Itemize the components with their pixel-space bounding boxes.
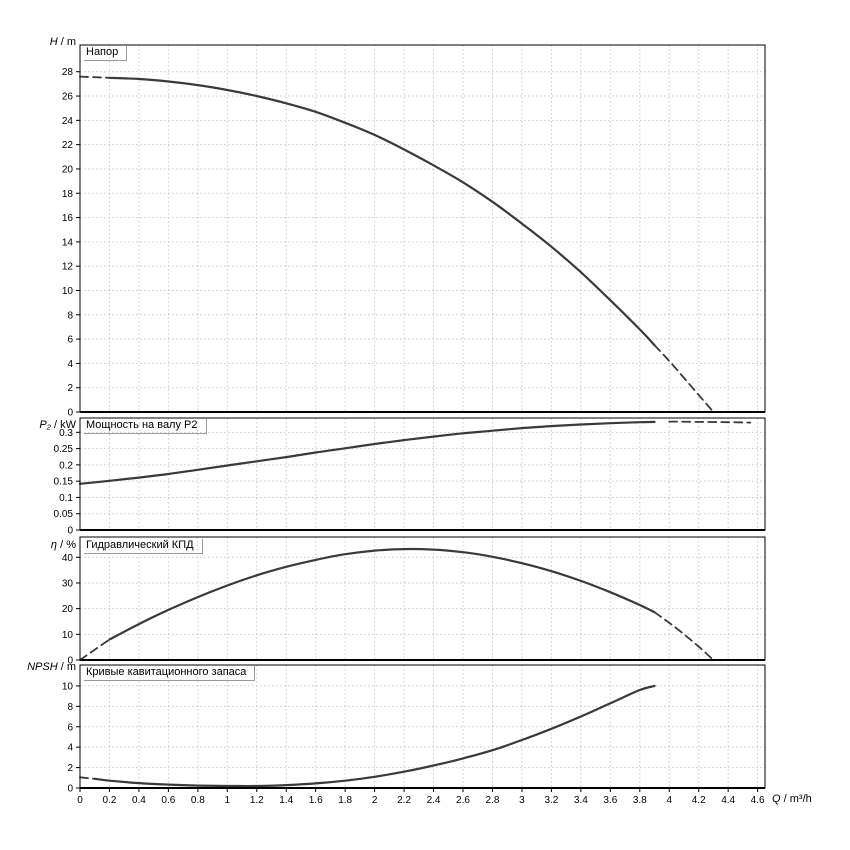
x-tick-label: 3.6	[603, 795, 617, 806]
y-tick-label: 8	[67, 310, 73, 321]
y-tick-label: 28	[62, 67, 74, 78]
x-tick-label: 2.4	[427, 795, 441, 806]
y-tick-label: 4	[67, 743, 73, 754]
panel-title-power: Мощность на валу P2	[84, 419, 207, 434]
y-tick-label: 20	[62, 164, 74, 175]
y-tick-label: 10	[62, 681, 74, 692]
y-axis-label-head: H / m	[0, 36, 76, 48]
head-curve-dashed-end	[653, 344, 715, 413]
x-tick-label: 0.4	[132, 795, 146, 806]
efficiency-curve	[108, 547, 656, 641]
x-axis-label: Q / m³/h	[772, 793, 812, 805]
x-tick-label: 2.8	[486, 795, 500, 806]
x-tick-label: 1	[225, 795, 231, 806]
y-tick-label: 2	[67, 763, 73, 774]
y-tick-label: 0.05	[54, 509, 74, 520]
y-tick-label: 0	[67, 656, 73, 667]
x-tick-label: 0.6	[161, 795, 175, 806]
x-tick-label: 1.8	[338, 795, 352, 806]
x-tick-label: 2.6	[456, 795, 470, 806]
y-tick-label: 18	[62, 189, 74, 200]
y-tick-label: 0	[67, 784, 73, 795]
panel-frame	[79, 664, 766, 789]
x-tick-label: 0.8	[191, 795, 205, 806]
head-curve	[108, 76, 656, 347]
panel-title-efficiency: Гидравлический КПД	[84, 539, 203, 554]
panel-frame	[79, 44, 766, 413]
x-tick-label: 3.8	[633, 795, 647, 806]
y-tick-label: 10	[62, 630, 74, 641]
x-tick-label: 2.2	[397, 795, 411, 806]
y-tick-label: 4	[67, 359, 73, 370]
efficiency-dashed-start	[79, 638, 111, 661]
panel-npsh: 0 2 4 6 8 10	[62, 664, 766, 795]
y-tick-label: 6	[67, 335, 73, 346]
power-axis-unit: / kW	[54, 419, 76, 431]
y-tick-label: 26	[62, 92, 74, 103]
panel-frame	[79, 536, 766, 661]
x-tick-label: 3.2	[544, 795, 558, 806]
panel-title-head: Напор	[84, 46, 128, 61]
panel-efficiency: 0 10 20 30 40	[62, 536, 766, 667]
x-tick-label: 4.2	[692, 795, 706, 806]
power-axis-symbol: P₂	[39, 419, 51, 431]
y-tick-label: 16	[62, 213, 74, 224]
y-tick-label: 8	[67, 702, 73, 713]
y-tick-label: 22	[62, 140, 74, 151]
x-tick-label: 0.2	[103, 795, 117, 806]
efficiency-axis-symbol: η	[50, 539, 58, 551]
y-axis-label-efficiency: η / %	[0, 539, 76, 551]
y-tick-label: 24	[62, 116, 74, 127]
npsh-axis-unit: / m	[60, 661, 76, 673]
flow-axis-symbol: Q	[772, 793, 781, 805]
x-tick-label: 3.4	[574, 795, 588, 806]
y-tick-label: 10	[62, 286, 74, 297]
efficiency-axis-unit: / %	[60, 539, 76, 551]
y-tick-label: 40	[62, 553, 74, 564]
y-axis-label-npsh: NPSH / m	[0, 661, 76, 673]
x-tick-label: 1.6	[309, 795, 323, 806]
y-tick-label: 0.15	[54, 477, 74, 488]
x-tick-label: 3	[519, 795, 525, 806]
x-tick-label: 0	[77, 795, 83, 806]
y-tick-label: 14	[62, 237, 74, 248]
y-tick-label: 20	[62, 604, 74, 615]
head-curve-dashed-start	[79, 75, 111, 79]
x-axis: 0 0.2 0.4 0.6 0.8 1 1.2 1.4 1.6 1.8 2 2.2 2.4 2.6 2.8 3…	[77, 788, 765, 806]
panel-frame	[79, 417, 766, 531]
y-tick-label: 0.25	[54, 444, 74, 455]
x-tick-label: 1.4	[279, 795, 293, 806]
y-axis-label-power: P₂ / kW	[0, 419, 76, 431]
y-tick-label: 6	[67, 722, 73, 733]
head-axis-unit: / m	[60, 36, 76, 48]
x-tick-label: 4.4	[721, 795, 735, 806]
y-tick-label: 0.3	[59, 428, 73, 439]
npsh-axis-symbol: NPSH	[27, 661, 58, 673]
efficiency-dashed-end	[653, 611, 715, 661]
npsh-dashed-start	[79, 776, 96, 780]
y-tick-label: 0.1	[59, 493, 73, 504]
head-axis-symbol: H	[49, 36, 58, 48]
y-tick-label: 0.2	[59, 460, 73, 471]
power-curve-dashed-end	[668, 420, 752, 424]
panel-power: 0 0.05 0.1 0.15 0.2 0.25 0.3	[54, 417, 766, 537]
panel-title-npsh: Кривые кавитационного запаса	[84, 666, 256, 681]
y-tick-label: 30	[62, 578, 74, 589]
y-tick-label: 2	[67, 383, 73, 394]
x-tick-label: 4	[666, 795, 672, 806]
y-tick-label: 0	[67, 526, 73, 537]
x-tick-label: 4.6	[751, 795, 765, 806]
flow-axis-unit: / m³/h	[783, 793, 812, 805]
x-tick-label: 1.2	[250, 795, 264, 806]
y-tick-label: 12	[62, 262, 74, 273]
y-tick-label: 0	[67, 408, 73, 419]
npsh-curve	[93, 684, 656, 788]
power-curve	[78, 420, 656, 485]
x-tick-label: 2	[372, 795, 378, 806]
